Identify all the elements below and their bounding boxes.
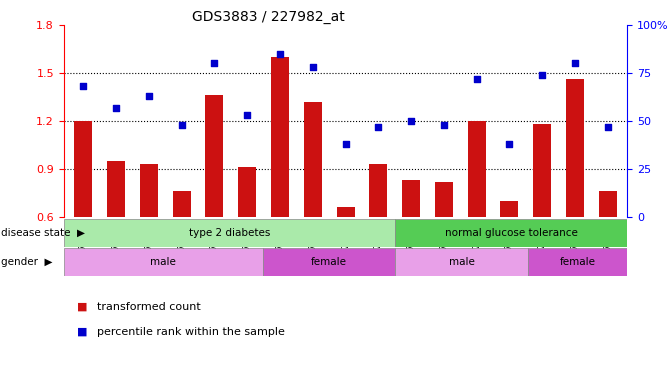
Text: ■: ■ xyxy=(77,327,88,337)
Bar xyxy=(107,161,125,217)
Text: gender  ▶: gender ▶ xyxy=(1,257,53,267)
Bar xyxy=(369,164,387,217)
Text: disease state  ▶: disease state ▶ xyxy=(1,228,85,238)
Point xyxy=(274,51,285,57)
Text: female: female xyxy=(311,257,347,267)
Text: type 2 diabetes: type 2 diabetes xyxy=(189,228,270,238)
Point xyxy=(144,93,154,99)
Bar xyxy=(64,219,395,247)
Bar xyxy=(533,124,551,217)
Bar xyxy=(468,121,486,217)
Bar xyxy=(402,180,420,217)
Text: ■: ■ xyxy=(77,302,88,312)
Bar xyxy=(74,121,93,217)
Bar xyxy=(205,95,223,217)
Point xyxy=(242,112,252,118)
Point xyxy=(373,124,384,130)
Bar xyxy=(501,201,519,217)
Bar xyxy=(140,164,158,217)
Text: male: male xyxy=(449,257,474,267)
Point xyxy=(439,122,450,128)
Point xyxy=(504,141,515,147)
Point xyxy=(340,141,351,147)
Point xyxy=(78,83,89,89)
Bar xyxy=(566,79,584,217)
Bar xyxy=(395,248,528,276)
Bar xyxy=(435,182,453,217)
Bar xyxy=(64,248,262,276)
Point xyxy=(111,104,121,111)
Text: female: female xyxy=(560,257,596,267)
Bar xyxy=(395,219,627,247)
Bar xyxy=(238,167,256,217)
Text: percentile rank within the sample: percentile rank within the sample xyxy=(97,327,285,337)
Bar xyxy=(528,248,627,276)
Point xyxy=(603,124,613,130)
Point xyxy=(537,72,548,78)
Point xyxy=(307,64,318,70)
Bar xyxy=(271,57,289,217)
Text: male: male xyxy=(150,257,176,267)
Point xyxy=(570,60,580,66)
Point xyxy=(406,118,417,124)
Text: normal glucose tolerance: normal glucose tolerance xyxy=(445,228,578,238)
Bar xyxy=(304,102,322,217)
Point xyxy=(471,76,482,82)
Text: transformed count: transformed count xyxy=(97,302,201,312)
Bar xyxy=(262,248,395,276)
Point xyxy=(176,122,187,128)
Text: GDS3883 / 227982_at: GDS3883 / 227982_at xyxy=(192,10,345,23)
Bar xyxy=(337,207,354,217)
Bar xyxy=(599,191,617,217)
Point xyxy=(209,60,220,66)
Bar xyxy=(172,191,191,217)
